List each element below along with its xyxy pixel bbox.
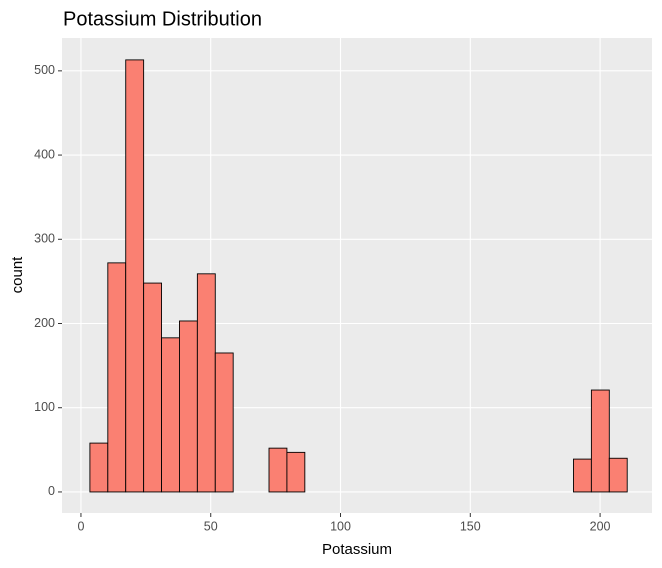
x-tick-label: 150 xyxy=(460,519,481,533)
x-tick-label: 100 xyxy=(330,519,351,533)
bar xyxy=(608,457,628,493)
bar xyxy=(89,442,109,493)
x-tick-label: 50 xyxy=(204,519,218,533)
bar xyxy=(590,389,610,493)
x-tick-label: 200 xyxy=(590,519,611,533)
bar xyxy=(268,447,288,493)
y-tick-label: 200 xyxy=(34,316,55,330)
bar xyxy=(196,273,216,493)
bar xyxy=(214,352,234,493)
bar xyxy=(286,451,306,493)
chart-title: Potassium Distribution xyxy=(63,8,262,30)
y-tick-label: 500 xyxy=(34,63,55,77)
y-tick-label: 0 xyxy=(48,484,55,498)
y-tick-label: 100 xyxy=(34,400,55,414)
bar xyxy=(125,59,145,493)
x-axis-label: Potassium xyxy=(322,541,392,558)
y-axis-label: count xyxy=(9,256,26,294)
bar xyxy=(107,262,127,493)
bar xyxy=(179,320,198,493)
y-tick-label: 400 xyxy=(34,147,55,161)
y-tick-label: 300 xyxy=(34,232,55,246)
bar xyxy=(143,282,162,493)
bar xyxy=(161,337,180,493)
bar xyxy=(573,458,592,493)
x-tick-label: 0 xyxy=(77,519,84,533)
